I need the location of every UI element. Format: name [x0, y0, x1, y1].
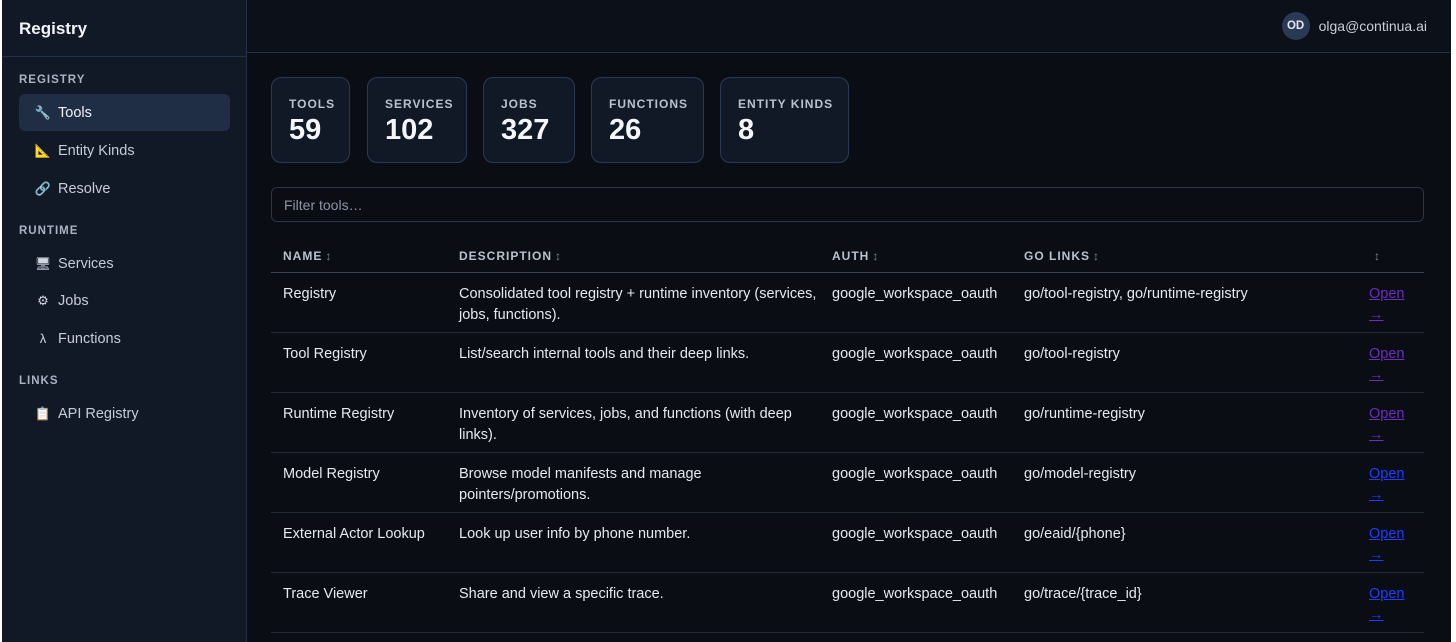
sort-icon: ↕	[555, 249, 563, 263]
open-link[interactable]: Open →	[1369, 286, 1405, 323]
stat-label: SERVICES	[385, 97, 454, 111]
tool-description: List/search internal tools and their dee…	[459, 346, 750, 362]
tool-go-links: go/trace/{trace_id}	[1024, 586, 1142, 602]
tool-description: Consolidated tool registry + runtime inv…	[459, 286, 817, 323]
sort-icon: ↕	[1374, 249, 1381, 263]
open-link[interactable]: Open →	[1369, 586, 1405, 623]
sidebar-item-entity-kinds[interactable]: 📐 Entity Kinds	[19, 132, 230, 169]
table-row: External Actor Lookup Look up user info …	[271, 513, 1424, 573]
sidebar-section-registry: REGISTRY	[19, 74, 86, 86]
stat-card-tools: TOOLS 59	[271, 77, 350, 163]
sidebar-item-resolve[interactable]: 🔗 Resolve	[19, 170, 230, 207]
tool-go-links: go/tool-registry	[1024, 346, 1120, 362]
stat-card-functions: FUNCTIONS 26	[591, 77, 704, 163]
tool-go-links: go/eaid/{phone}	[1024, 526, 1126, 542]
table-row: Registry Consolidated tool registry + ru…	[271, 273, 1424, 333]
tool-name: External Actor Lookup	[283, 526, 425, 542]
tool-description: Share and view a specific trace.	[459, 586, 664, 602]
sidebar-item-label: Services	[58, 255, 114, 272]
table-row: Tool Registry List/search internal tools…	[271, 333, 1424, 393]
tool-auth: google_workspace_oauth	[832, 586, 998, 602]
stat-value: 102	[385, 114, 434, 146]
sidebar-item-label: Functions	[58, 330, 121, 347]
top-bar: OD olga@continua.ai	[247, 0, 1451, 53]
stat-card-entity-kinds: ENTITY KINDS 8	[720, 77, 849, 163]
sidebar-item-services[interactable]: 🖥 Services	[19, 245, 230, 282]
open-link[interactable]: Open →	[1369, 406, 1405, 443]
table-row: Runtime Registry Inventory of services, …	[271, 393, 1424, 453]
lambda-icon: λ	[39, 331, 47, 346]
tool-name: Model Registry	[283, 466, 380, 482]
stat-card-jobs: JOBS 327	[483, 77, 575, 163]
stat-label: JOBS	[501, 97, 538, 111]
sort-icon: ↕	[872, 249, 880, 263]
column-header-actions[interactable]: ↕	[1371, 249, 1381, 263]
sidebar-item-label: Jobs	[58, 292, 89, 309]
tool-name: Tool Registry	[283, 346, 367, 362]
tool-name: Registry	[283, 286, 337, 302]
table-row: Trace Viewer Share and view a specific t…	[271, 573, 1424, 633]
tool-auth: google_workspace_oauth	[832, 466, 998, 482]
table-header: NAME ↕ DESCRIPTION ↕ AUTH ↕ GO LINKS ↕ ↕	[271, 237, 1424, 273]
tool-auth: google_workspace_oauth	[832, 286, 998, 302]
sort-icon: ↕	[325, 249, 333, 263]
stat-label: TOOLS	[289, 97, 336, 111]
tool-description: Inventory of services, jobs, and functio…	[459, 406, 792, 443]
sidebar-section-runtime: RUNTIME	[19, 225, 79, 237]
tool-go-links: go/tool-registry, go/runtime-registry	[1024, 286, 1248, 302]
sidebar-item-api-registry[interactable]: 📋 API Registry	[19, 395, 230, 432]
tool-auth: google_workspace_oauth	[832, 346, 998, 362]
ruler-icon: 📐	[34, 142, 52, 158]
sidebar-item-label: Resolve	[58, 180, 111, 197]
open-link[interactable]: Open →	[1369, 526, 1405, 563]
filter-tools-input[interactable]	[271, 187, 1424, 222]
sidebar-item-label: Entity Kinds	[58, 142, 135, 159]
stat-label: FUNCTIONS	[609, 97, 688, 111]
stat-label: ENTITY KINDS	[738, 97, 834, 111]
open-link[interactable]: Open →	[1369, 346, 1405, 383]
stat-value: 327	[501, 114, 550, 146]
tool-description: Browse model manifests and manage pointe…	[459, 466, 702, 503]
table-row: Model Registry Browse model manifests an…	[271, 453, 1424, 513]
sidebar-item-label: Tools	[58, 104, 92, 121]
tool-go-links: go/runtime-registry	[1024, 406, 1145, 422]
sidebar-section-links: LINKS	[19, 375, 59, 387]
monitor-icon: 🖥	[34, 255, 52, 271]
column-header-description[interactable]: DESCRIPTION ↕	[459, 249, 563, 263]
clipboard-icon: 📋	[34, 405, 52, 421]
link-icon: 🔗	[34, 180, 52, 196]
sidebar-item-functions[interactable]: λ Functions	[19, 320, 230, 357]
stat-value: 26	[609, 114, 642, 146]
tool-name: Trace Viewer	[283, 586, 368, 602]
stat-value: 8	[738, 114, 755, 146]
tool-auth: google_workspace_oauth	[832, 526, 998, 542]
sidebar-item-jobs[interactable]: ⚙ Jobs	[19, 282, 230, 319]
tool-auth: google_workspace_oauth	[832, 406, 998, 422]
open-link[interactable]: Open →	[1369, 466, 1405, 503]
stat-card-services: SERVICES 102	[367, 77, 467, 163]
sort-icon: ↕	[1093, 249, 1101, 263]
column-header-go-links[interactable]: GO LINKS ↕	[1024, 249, 1101, 263]
sidebar-item-label: API Registry	[58, 405, 139, 422]
stat-value: 59	[289, 114, 322, 146]
wrench-icon: 🔧	[34, 104, 52, 120]
tool-go-links: go/model-registry	[1024, 466, 1137, 482]
column-header-name[interactable]: NAME ↕	[283, 249, 333, 263]
column-header-auth[interactable]: AUTH ↕	[832, 249, 880, 263]
sidebar-item-tools[interactable]: 🔧 Tools	[19, 94, 230, 131]
gear-icon: ⚙	[37, 292, 49, 308]
user-email: olga@continua.ai	[1318, 18, 1427, 34]
app-title: Registry	[2, 0, 246, 57]
tools-table: NAME ↕ DESCRIPTION ↕ AUTH ↕ GO LINKS ↕ ↕ Reg…	[271, 237, 1424, 633]
avatar[interactable]: OD	[1281, 12, 1310, 40]
tool-description: Look up user info by phone number.	[459, 526, 691, 542]
sidebar: Registry REGISTRY 🔧 Tools 📐 Entity Kinds…	[2, 0, 247, 642]
user-menu[interactable]: OD olga@continua.ai	[1281, 12, 1427, 40]
tool-name: Runtime Registry	[283, 406, 395, 422]
